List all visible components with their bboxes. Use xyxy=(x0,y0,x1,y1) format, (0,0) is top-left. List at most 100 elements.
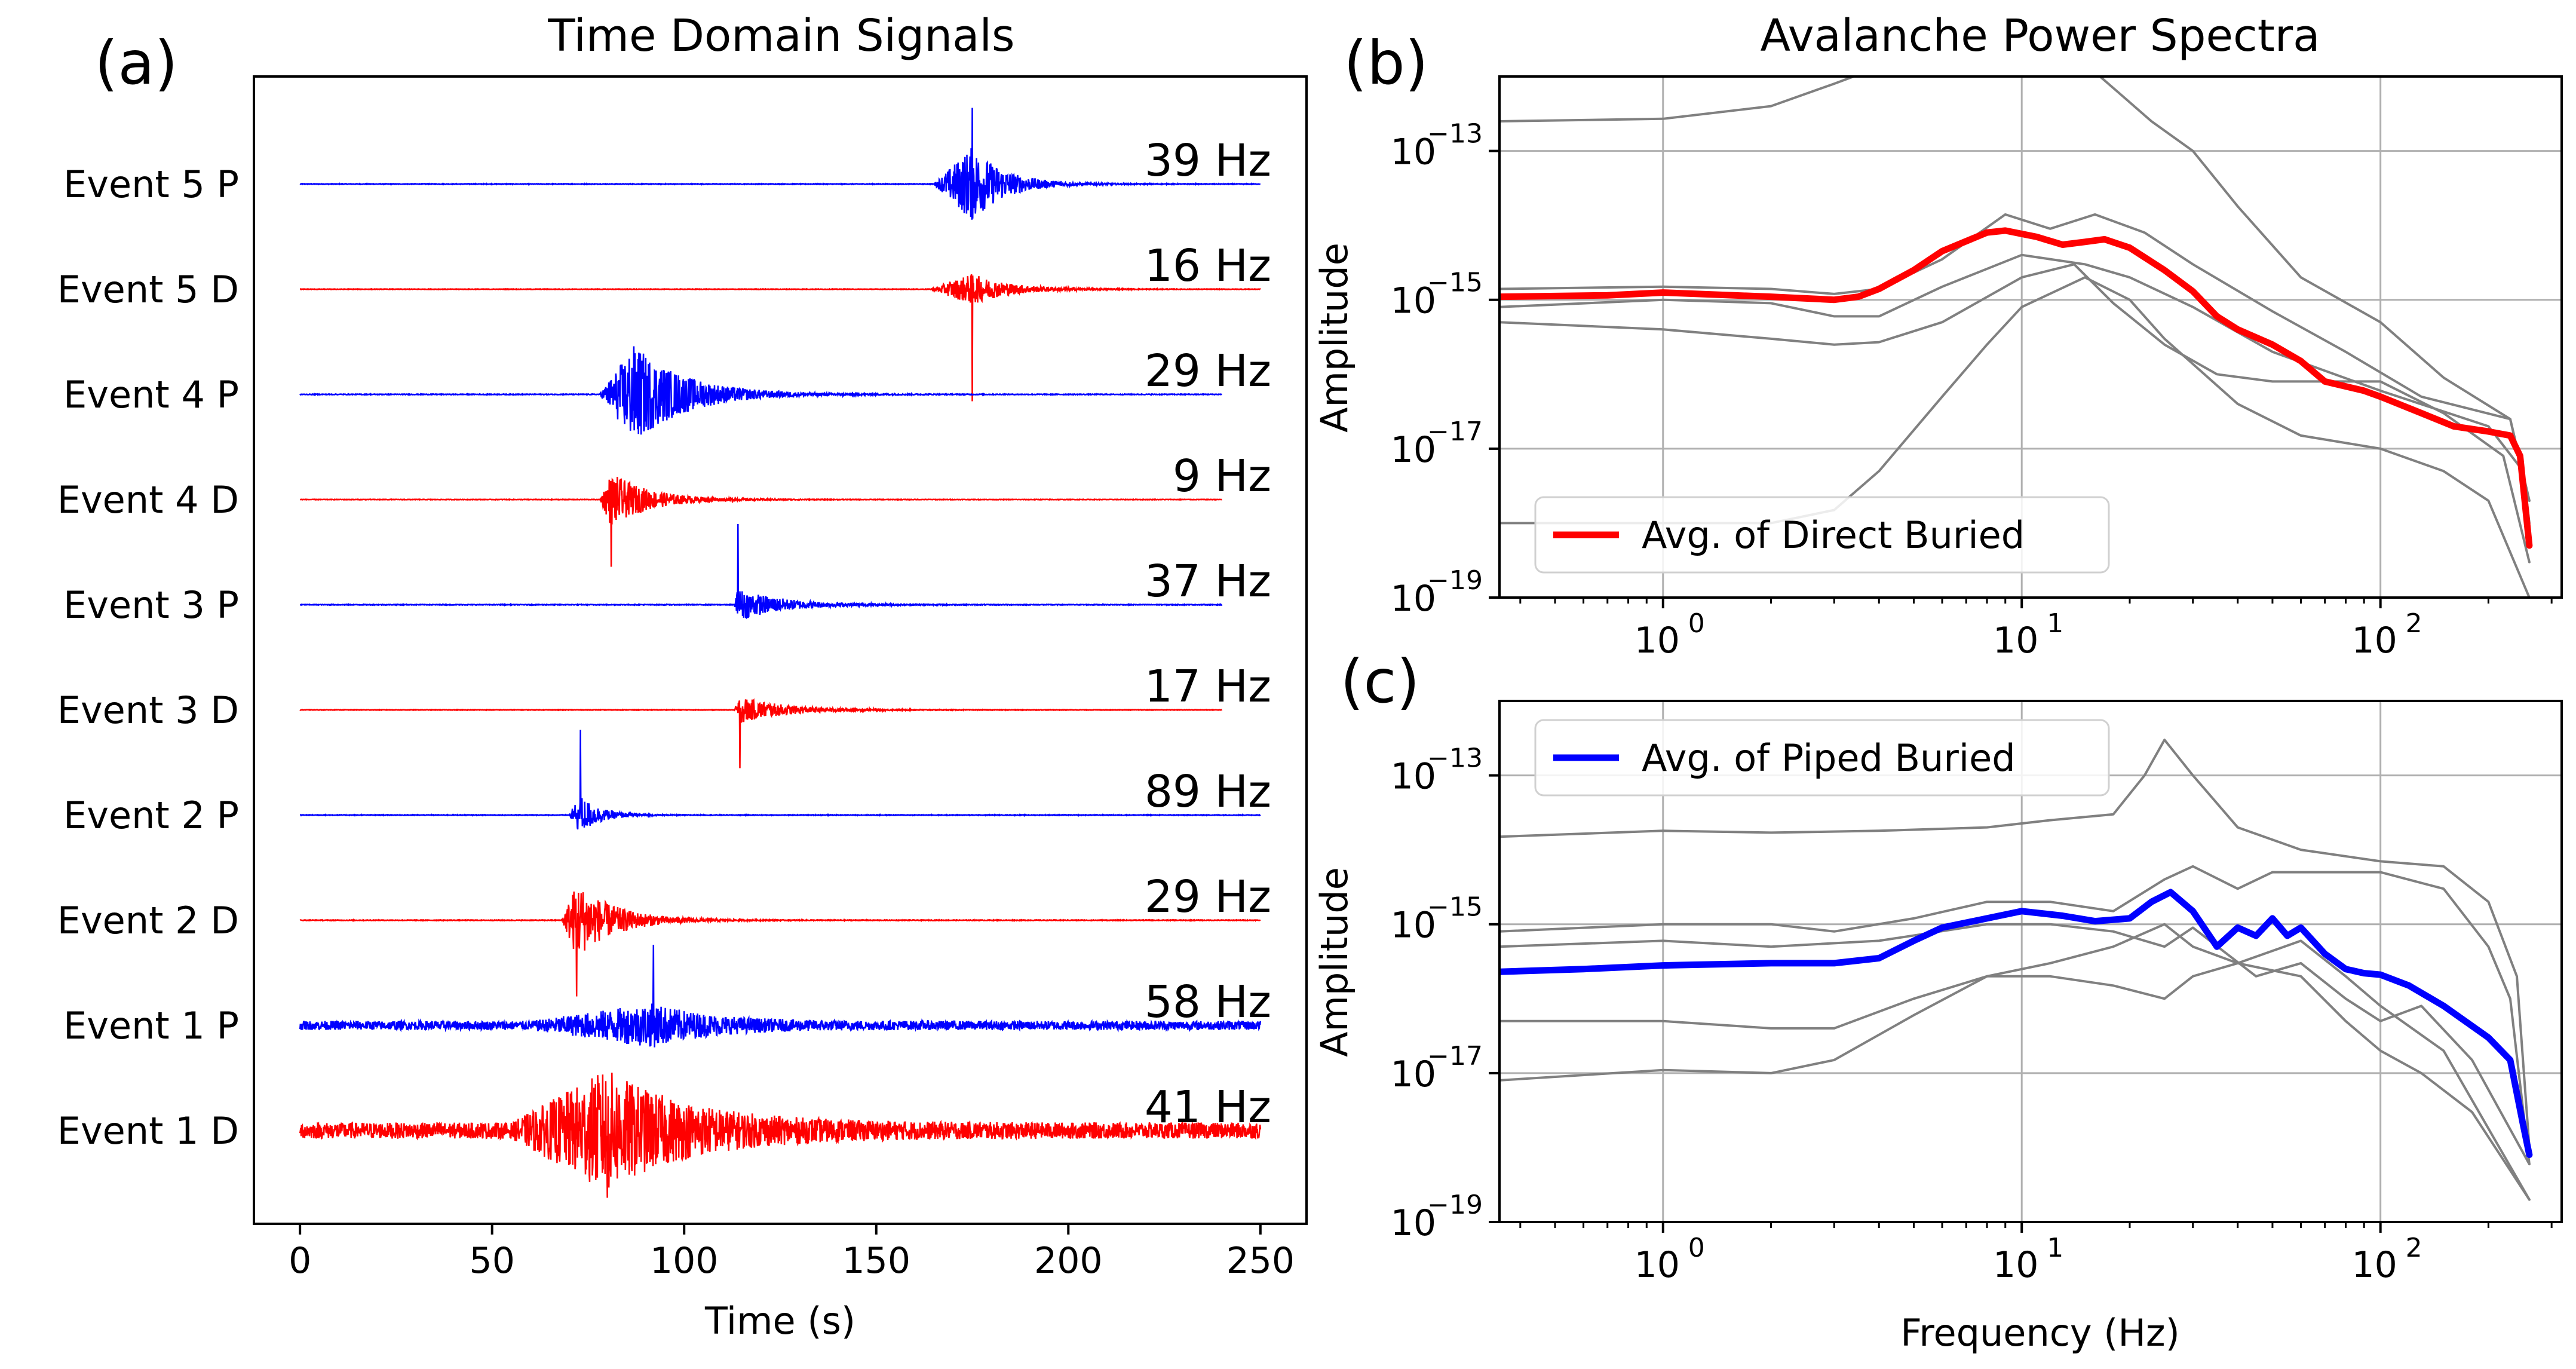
trace-frequency: 89 Hz xyxy=(1145,766,1271,817)
event-spectrum-line-1 xyxy=(1499,76,2531,502)
trace-frequency: 17 Hz xyxy=(1145,661,1271,712)
x-tick-label: 10 xyxy=(1993,1244,2038,1286)
trace-frequency: 58 Hz xyxy=(1145,976,1271,1028)
trace-event-2-p xyxy=(299,730,1261,830)
x-tick-exponent: 2 xyxy=(2406,608,2422,639)
x-tick-exponent: 1 xyxy=(2047,608,2063,639)
trace-label: Event 4 P xyxy=(63,373,239,416)
event-spectrum-line-1 xyxy=(1499,739,2531,1149)
x-tick-exponent: 1 xyxy=(2047,1233,2063,1263)
x-tick-exponent: 0 xyxy=(1688,608,1705,639)
y-tick-label: 10 xyxy=(1391,578,1436,620)
y-tick-exponent: −19 xyxy=(1427,1190,1483,1220)
y-tick-exponent: −15 xyxy=(1427,268,1483,298)
trace-group xyxy=(299,108,1262,1198)
trace-label: Event 1 P xyxy=(63,1004,239,1048)
x-axis: 0 50 100 150 200 250 xyxy=(289,1224,1295,1282)
panel-c-xlabel: Frequency (Hz) xyxy=(1900,1311,2180,1355)
panel-a-letter: (a) xyxy=(94,28,177,98)
trace-event-4-d xyxy=(299,476,1222,567)
trace-event-4-p xyxy=(299,346,1222,435)
trace-event-1-d xyxy=(299,1073,1262,1198)
trace-label: Event 4 D xyxy=(57,478,239,522)
event-spectrum-line-2 xyxy=(1499,213,2531,502)
y-tick-label: 10 xyxy=(1391,1053,1436,1095)
trace-label: Event 5 D xyxy=(57,268,239,311)
plot-frame xyxy=(1498,700,2563,1223)
panel-b-ylabel: Amplitude xyxy=(1312,243,1356,433)
trace-label: Event 2 P xyxy=(63,794,239,837)
trace-frequency: 9 Hz xyxy=(1173,451,1271,502)
y-tick-exponent: −13 xyxy=(1427,119,1483,149)
x-tick-label: 200 xyxy=(1034,1240,1103,1282)
event-spectrum-line-2 xyxy=(1499,865,2531,1166)
panel-c-ylabel: Amplitude xyxy=(1312,867,1356,1057)
y-tick-exponent: −19 xyxy=(1427,565,1483,596)
y-tick-label: 10 xyxy=(1391,1202,1436,1244)
legend-box xyxy=(1534,496,2110,574)
x-tick-label: 150 xyxy=(842,1240,911,1282)
trace-frequency: 29 Hz xyxy=(1145,871,1271,923)
y-tick-exponent: −17 xyxy=(1427,1041,1483,1071)
trace-label: Event 2 D xyxy=(57,899,239,942)
event-spectrum-line-4 xyxy=(1499,263,2531,563)
panel-a-xlabel: Time (s) xyxy=(704,1299,855,1343)
x-tick-label: 10 xyxy=(1634,620,1680,661)
y-tick-label: 10 xyxy=(1391,131,1436,173)
trace-label-group: Event 5 P 39 Hz Event 5 D 16 Hz Event 4 P 29 … xyxy=(57,135,1271,1153)
x-tick-exponent: 2 xyxy=(2406,1233,2422,1263)
legend-box xyxy=(1534,719,2110,797)
y-tick-exponent: −15 xyxy=(1427,892,1483,923)
event-spectrum-line-3 xyxy=(1499,923,2531,1166)
trace-event-5-p xyxy=(299,108,1261,220)
legend-label: Avg. of Direct Buried xyxy=(1642,513,2025,557)
trace-frequency: 37 Hz xyxy=(1145,556,1271,607)
trace-event-5-d xyxy=(299,274,1261,402)
x-tick-label: 10 xyxy=(2351,620,2397,661)
trace-event-3-p xyxy=(300,523,1223,620)
trace-frequency: 16 Hz xyxy=(1145,240,1271,292)
legend-label: Avg. of Piped Buried xyxy=(1642,736,2016,780)
average-spectrum-line xyxy=(1499,889,2533,1158)
y-tick-exponent: −13 xyxy=(1427,743,1483,774)
y-tick-label: 10 xyxy=(1391,756,1436,798)
panel-b-letter: (b) xyxy=(1344,28,1428,98)
trace-event-1-p xyxy=(299,944,1262,1048)
trace-label: Event 5 P xyxy=(63,163,239,206)
trace-frequency: 29 Hz xyxy=(1145,345,1271,397)
event-spectrum-line-3 xyxy=(1499,253,2531,525)
y-tick-exponent: −17 xyxy=(1427,416,1483,447)
y-tick-label: 10 xyxy=(1391,429,1436,471)
x-tick-label: 250 xyxy=(1226,1240,1295,1282)
x-tick-label: 0 xyxy=(289,1240,311,1282)
panel-a: (a) Time Domain Signals Event 5 P 39 HzEv… xyxy=(57,10,1308,1343)
trace-label: Event 1 D xyxy=(57,1109,239,1153)
panel-b: (b) Avalanche Power Spectra 10 0 10 1 10 2 −13… xyxy=(1312,10,2563,661)
trace-event-2-d xyxy=(299,891,1261,997)
average-spectrum-line xyxy=(1499,227,2533,549)
trace-label: Event 3 P xyxy=(63,583,239,627)
trace-label: Event 3 D xyxy=(57,688,239,732)
trace-frequency: 41 Hz xyxy=(1145,1082,1271,1133)
x-tick-label: 50 xyxy=(470,1240,515,1282)
event-spectrum-line-5 xyxy=(1499,961,2531,1201)
panel-a-frame xyxy=(253,75,1308,1225)
panel-c-letter: (c) xyxy=(1340,647,1419,716)
panel-a-title: Time Domain Signals xyxy=(547,10,1014,62)
trace-event-3-d xyxy=(299,698,1223,768)
y-tick-label: 10 xyxy=(1391,905,1436,947)
panel-b-title: Avalanche Power Spectra xyxy=(1760,10,2320,62)
x-tick-label: 10 xyxy=(2351,1244,2397,1286)
trace-frequency: 39 Hz xyxy=(1145,135,1271,186)
x-tick-exponent: 0 xyxy=(1688,1233,1705,1263)
event-spectrum-line-4 xyxy=(1499,923,2531,1201)
plot-frame xyxy=(1498,75,2563,599)
x-tick-label: 10 xyxy=(1634,1244,1680,1286)
y-tick-label: 10 xyxy=(1391,280,1436,322)
x-tick-label: 10 xyxy=(1993,620,2038,661)
x-tick-label: 100 xyxy=(650,1240,719,1282)
